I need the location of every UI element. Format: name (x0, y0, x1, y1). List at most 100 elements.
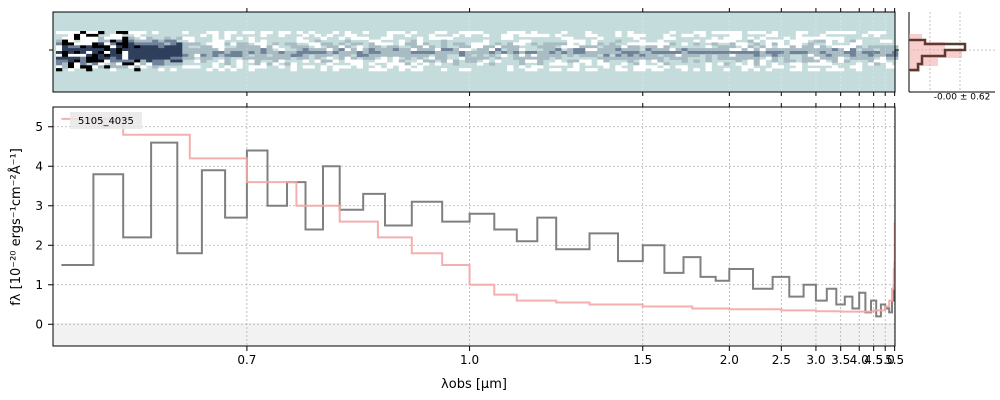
spectrum-2d-pixel (440, 31, 448, 35)
spectrum-2d-pixel (134, 65, 141, 69)
spectrum-2d-pixel (633, 36, 640, 40)
spectrum-2d-pixel (663, 53, 670, 58)
spectrum-2d-pixel (795, 48, 803, 52)
spectrum-2d-pixel (825, 42, 833, 46)
spectrum-2d-pixel (867, 56, 875, 60)
spectrum-2d-pixel (248, 56, 255, 60)
spectrum-2d-pixel (831, 53, 839, 58)
spectrum-2d-pixel (801, 31, 809, 35)
spectrum-2d-pixel (86, 45, 93, 49)
spectrum-2d-pixel (374, 59, 382, 63)
spectrum-2d-pixel (68, 51, 75, 55)
spectrum-2d-pixel (495, 42, 502, 46)
spectrum-2d-pixel (597, 42, 604, 46)
spectrum-2d-pixel (284, 31, 291, 35)
spectrum-2d-pixel (729, 31, 736, 35)
spectrum-2d-pixel (501, 45, 508, 49)
spectrum-2d-pixel (56, 59, 63, 63)
spectrum-2d-pixel (567, 53, 574, 58)
spectrum-2d-pixel (861, 33, 869, 38)
spectrum-2d-pixel (477, 45, 484, 49)
spectrum-2d-pixel (260, 42, 267, 46)
spectrum-2d-pixel (272, 42, 279, 46)
x-tick-label: 4.0 (850, 353, 869, 367)
spectrum-2d-pixel (807, 42, 815, 46)
spectrum-2d-pixel (152, 48, 159, 52)
spectrum-2d-pixel (266, 56, 273, 60)
spectrum-2d-pixel (308, 51, 315, 55)
spectrum-2d-pixel (356, 42, 363, 46)
spectrum-2d-pixel (549, 53, 556, 58)
spectrum-2d-pixel (236, 42, 243, 46)
spectrum-2d-pixel (140, 36, 147, 40)
spectrum-2d-pixel (615, 68, 622, 72)
spectrum-2d-pixel (230, 68, 237, 72)
spectrum-2d-pixel (519, 53, 526, 58)
spectrum-2d-pixel (440, 39, 448, 43)
spectrum-2d-pixel (98, 62, 105, 66)
spectrum-2d-pixel (621, 45, 628, 49)
spectrum-2d-pixel (699, 48, 706, 52)
spectrum-2d-pixel (687, 53, 694, 58)
spectrum-2d-pixel (62, 42, 69, 46)
spectrum-2d-pixel (212, 39, 219, 43)
spectrum-2d-pixel (134, 59, 141, 63)
spectrum-2d-pixel (410, 62, 418, 66)
spectrum-2d-pixel (116, 53, 123, 58)
spectrum-2d-pixel (98, 65, 105, 69)
spectrum-2d-pixel (314, 42, 321, 46)
spectrum-2d-pixel (242, 56, 249, 60)
spectrum-2d-pixel (392, 45, 400, 49)
spectrum-2d-pixel (465, 51, 472, 55)
spectrum-2d-pixel (795, 68, 803, 72)
spectrum-2d-pixel (266, 51, 273, 55)
spectrum-2d-pixel (356, 53, 363, 58)
spectrum-2d-pixel (531, 33, 538, 38)
spectrum-2d-pixel (110, 68, 117, 72)
spectrum-2d-pixel (615, 56, 622, 60)
spectrum-2d-pixel (867, 62, 875, 66)
spectrum-2d-pixel (104, 39, 111, 43)
spectrum-2d-pixel (410, 42, 418, 46)
spectrum-2d-pixel (446, 48, 454, 52)
spectrum-2d-pixel (350, 51, 357, 55)
spectrum-2d-pixel (543, 42, 550, 46)
spectrum-2d-pixel (392, 31, 400, 35)
spectrum-2d-pixel (807, 51, 815, 55)
spectrum-2d-pixel (392, 53, 400, 58)
spectrum-2d-pixel (849, 45, 857, 49)
spectrum-2d-pixel (567, 68, 574, 72)
spectrum-2d-pixel (555, 62, 562, 66)
spectrum-2d-pixel (410, 68, 418, 72)
spectrum-2d-pixel (170, 39, 177, 43)
spectrum-2d-pixel (266, 48, 273, 52)
spectrum-2d-pixel (296, 56, 303, 60)
spectrum-2d-pixel (140, 56, 147, 60)
spectrum-2d-pixel (753, 42, 760, 46)
spectrum-2d-pixel (495, 45, 502, 49)
spectrum-2d-pixel (56, 39, 63, 43)
x-axis-label: λobs [μm] (441, 377, 507, 392)
spectrum-2d-pixel (459, 56, 466, 60)
spectrum-2d-pixel (717, 56, 724, 60)
spectrum-2d-pixel (110, 62, 117, 66)
spectrum-2d-pixel (831, 56, 839, 60)
spectrum-2d-pixel (663, 42, 670, 46)
spectrum-2d-pixel (332, 45, 339, 49)
spectrum-2d-pixel (350, 62, 357, 66)
spectrum-2d-pixel (621, 51, 628, 55)
spectrum-2d-pixel (170, 62, 177, 66)
spectrum-2d-pixel (62, 53, 69, 58)
spectrum-2d-pixel (639, 33, 646, 38)
spectrum-2d-pixel (140, 53, 147, 58)
spectrum-2d-pixel (104, 42, 111, 46)
spectrum-2d-pixel (633, 68, 640, 72)
spectrum-2d-pixel (837, 31, 845, 35)
spectrum-2d-pixel (452, 42, 460, 46)
spectrum-2d-pixel (62, 31, 69, 35)
spectrum-2d-pixel (326, 42, 333, 46)
spectrum-2d-pixel (507, 36, 514, 40)
spectrum-2d-pixel (681, 42, 688, 46)
spectrum-2d-pixel (356, 65, 363, 69)
spectrum-2d-pixel (765, 51, 772, 55)
